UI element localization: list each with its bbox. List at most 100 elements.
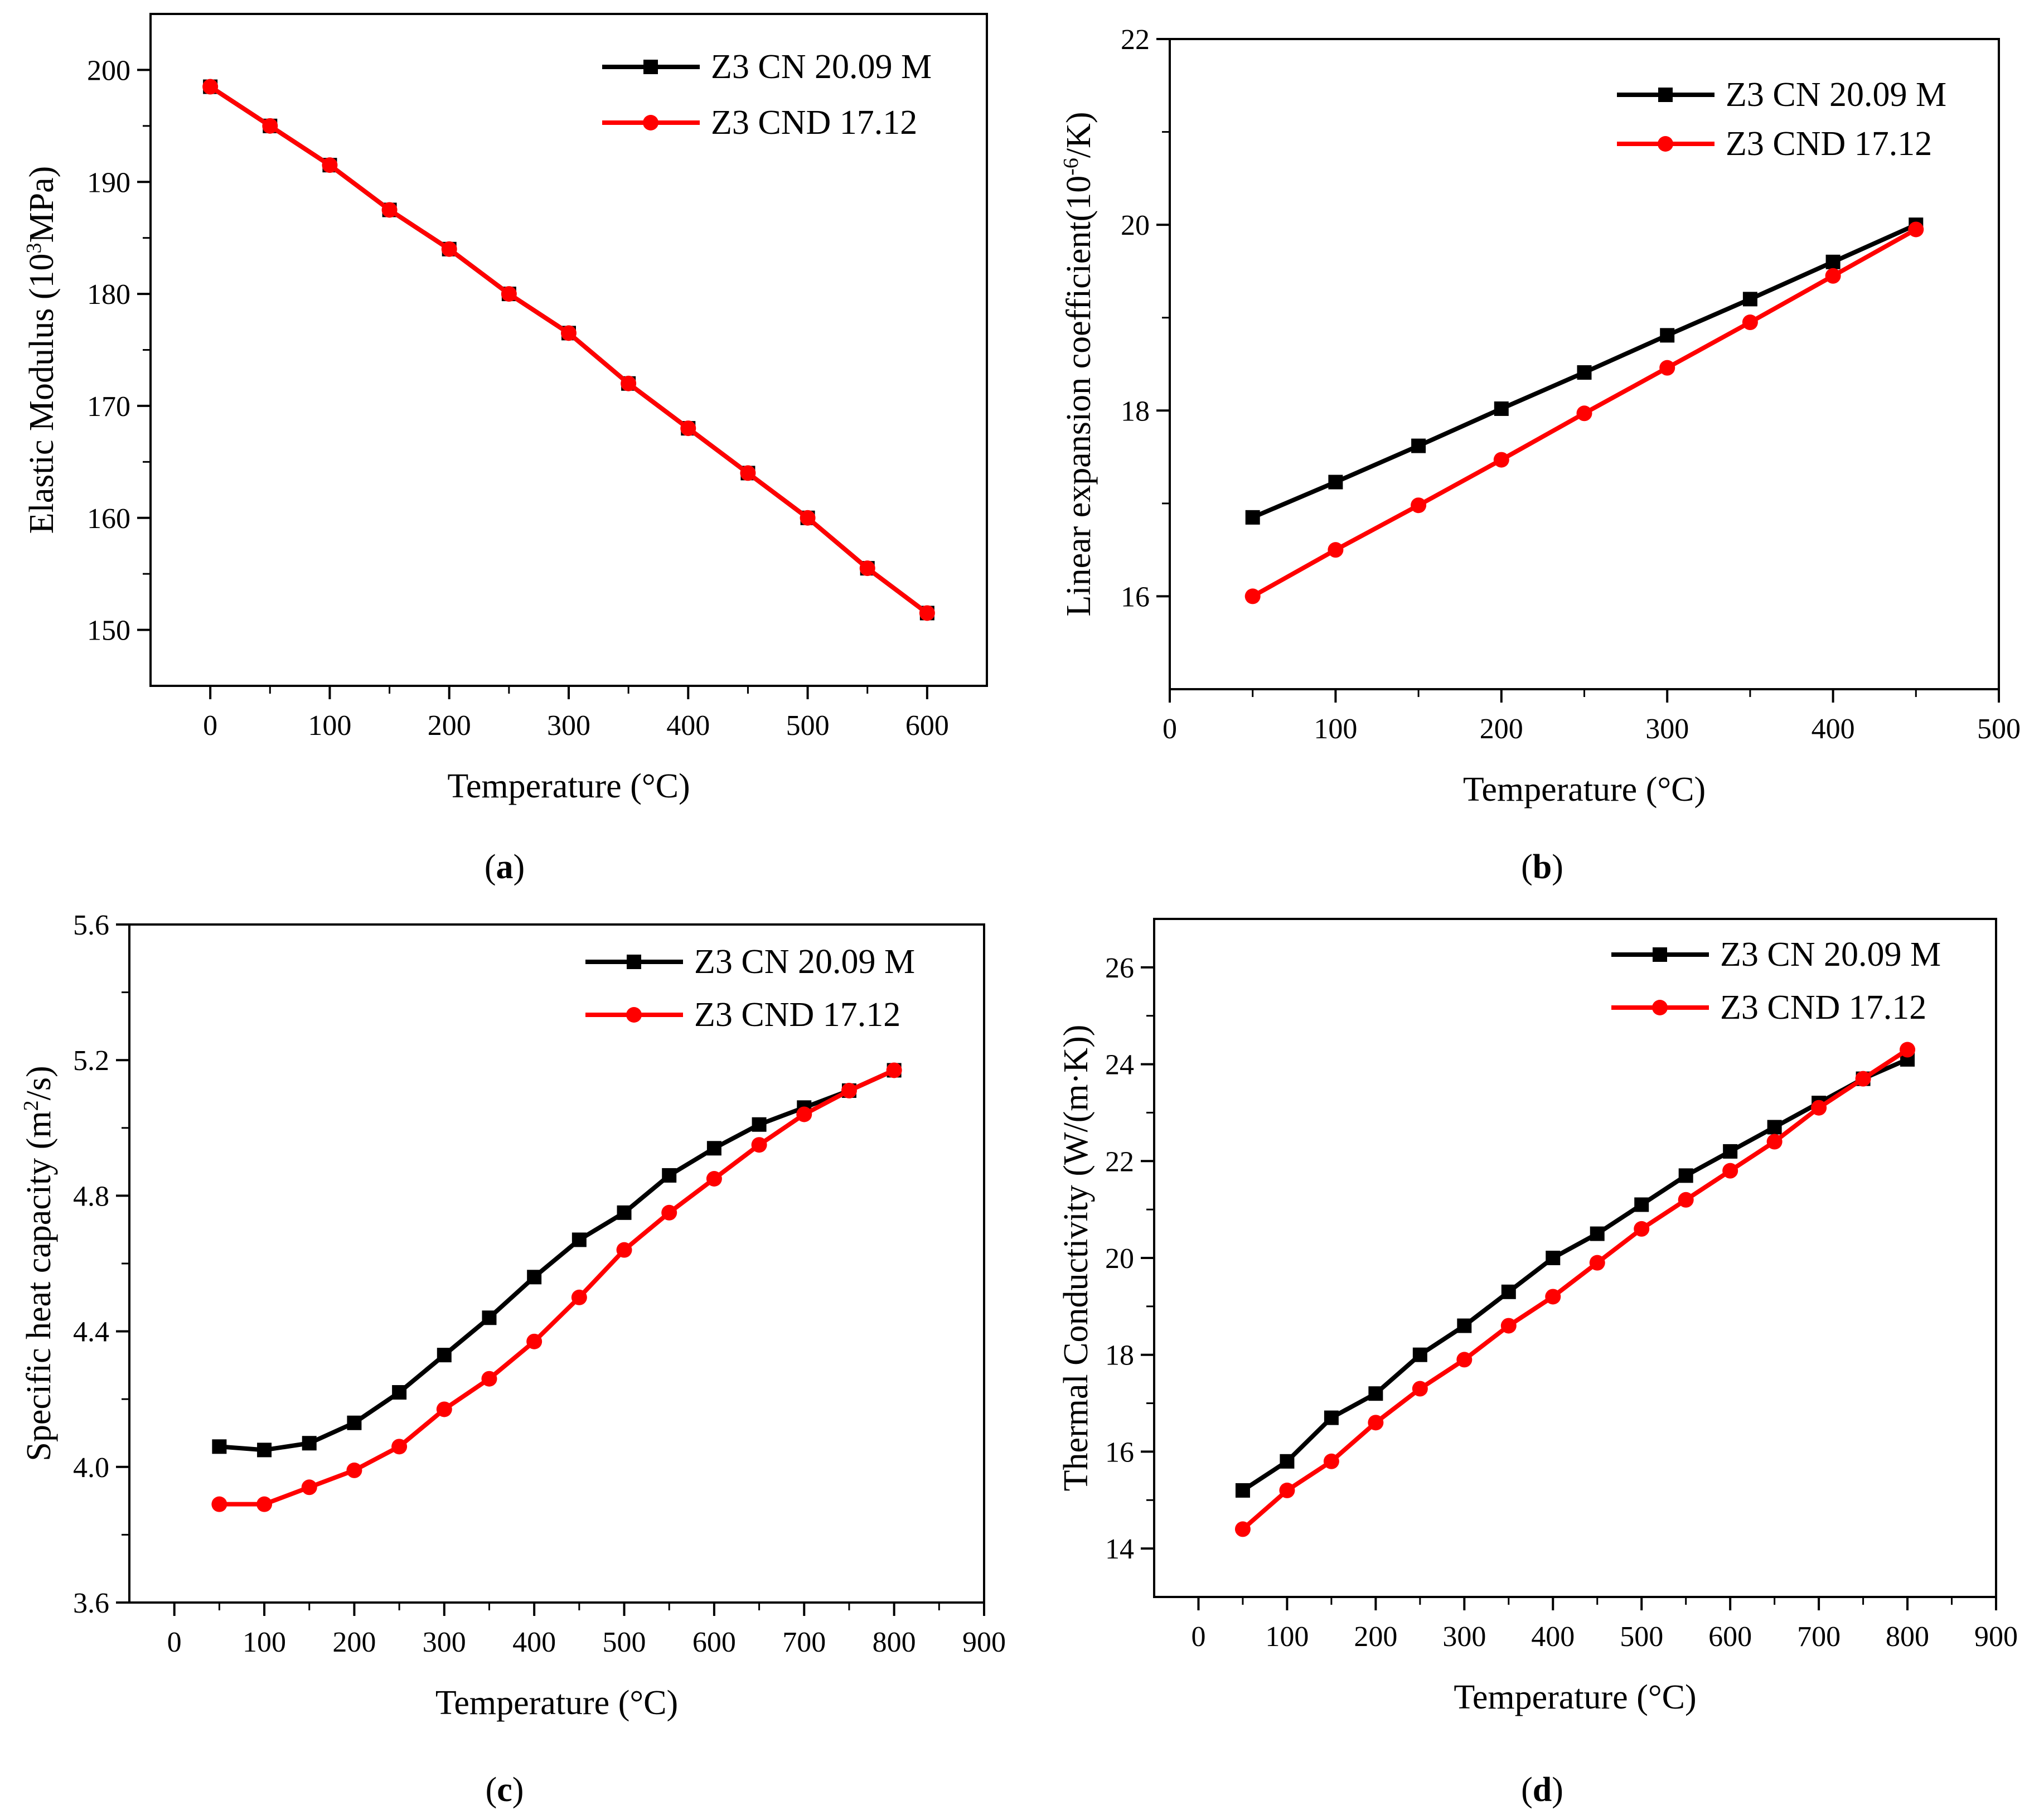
data-point-circle — [1368, 1415, 1384, 1431]
data-point-square — [1501, 1284, 1516, 1299]
legend-label: Z3 CN 20.09 M — [694, 943, 915, 981]
data-point-circle — [1411, 497, 1427, 514]
x-tick-label: 100 — [308, 710, 351, 742]
caption-open-paren: ( — [486, 1771, 497, 1809]
y-tick-label: 4.0 — [73, 1452, 109, 1484]
data-point-circle — [919, 605, 935, 621]
x-tick-label: 200 — [332, 1627, 376, 1658]
y-axis-label: Thermal Conductivity (W/(m·K)) — [1057, 1025, 1095, 1492]
y-tick-label: 26 — [1105, 952, 1134, 984]
data-point-circle — [571, 1289, 587, 1305]
data-point-square — [1577, 365, 1592, 380]
caption-letter: b — [1533, 848, 1552, 886]
data-point-circle — [1659, 360, 1675, 376]
x-tick-label: 500 — [1620, 1621, 1663, 1653]
legend-marker-circle — [626, 1007, 642, 1023]
x-tick-label: 600 — [692, 1627, 736, 1658]
legend-marker-circle — [1652, 1000, 1668, 1015]
data-point-circle — [1244, 588, 1261, 604]
y-axis-label: Elastic Modulus (103MPa) — [22, 166, 61, 534]
x-tick-label: 400 — [666, 710, 710, 742]
data-point-circle — [740, 465, 756, 481]
data-point-square — [482, 1310, 497, 1325]
data-point-circle — [561, 325, 577, 341]
x-tick-label: 0 — [1163, 713, 1177, 745]
y-tick-label: 14 — [1105, 1533, 1134, 1565]
x-tick-label: 400 — [1812, 713, 1855, 745]
x-tick-label: 100 — [1265, 1621, 1309, 1653]
x-tick-label: 500 — [603, 1627, 646, 1658]
data-point-circle — [1456, 1352, 1473, 1368]
data-point-square — [1412, 1347, 1427, 1362]
caption-open-paren: ( — [1521, 848, 1533, 886]
data-point-circle — [1722, 1163, 1738, 1179]
y-axis-label: Specific heat capacity (m2/s) — [20, 1066, 58, 1461]
x-axis-label: Temperature (°C) — [1463, 771, 1706, 809]
data-point-circle — [346, 1462, 362, 1478]
x-tick-label: 200 — [1354, 1621, 1397, 1653]
data-point-circle — [1328, 542, 1344, 558]
data-point-square — [437, 1348, 452, 1363]
x-axis-label: Temperature (°C) — [1454, 1678, 1696, 1716]
x-tick-label: 300 — [547, 710, 590, 742]
data-point-circle — [859, 560, 875, 577]
x-tick-label: 200 — [428, 710, 471, 742]
x-tick-label: 800 — [1886, 1621, 1929, 1653]
data-point-circle — [1589, 1255, 1605, 1271]
data-point-circle — [501, 286, 517, 302]
data-point-square — [1457, 1318, 1472, 1333]
y-tick-label: 5.2 — [73, 1045, 109, 1077]
data-point-circle — [1908, 221, 1924, 238]
data-point-circle — [1545, 1289, 1561, 1305]
y-axis-label-part: Specific heat capacity (m — [20, 1111, 58, 1461]
data-point-circle — [322, 157, 338, 173]
data-point-square — [617, 1205, 632, 1220]
x-tick-label: 700 — [1797, 1621, 1841, 1653]
x-tick-label: 0 — [167, 1627, 182, 1658]
data-point-circle — [391, 1439, 408, 1455]
y-axis-label-superscript: 2 — [20, 1100, 43, 1111]
data-point-circle — [301, 1479, 317, 1495]
data-point-circle — [526, 1333, 543, 1349]
x-tick-label: 400 — [512, 1627, 556, 1658]
x-tick-label: 400 — [1531, 1621, 1575, 1653]
data-point-square — [1825, 254, 1841, 269]
data-point-square — [1368, 1386, 1383, 1401]
chart-panel-d: 0 100 200 300 400 500 600 700 800 900 14 16 18 20 22 24… — [1057, 918, 2018, 1809]
panel-caption: (d) — [1521, 1771, 1563, 1809]
y-tick-label: 200 — [87, 55, 130, 86]
caption-close-paren: ) — [512, 1771, 524, 1809]
data-point-circle — [680, 420, 696, 437]
data-point-circle — [661, 1204, 677, 1221]
legend-label: Z3 CND 17.12 — [1726, 125, 1932, 163]
data-point-square — [257, 1443, 272, 1458]
chart-panel-b: 0 100 200 300 400 500 16 18 20 22 Temperature (°C)… — [1059, 24, 2021, 886]
data-point-square — [1590, 1226, 1605, 1241]
legend-marker-circle — [1658, 136, 1673, 152]
panel-caption: (a) — [485, 848, 525, 886]
data-point-circle — [706, 1171, 722, 1187]
data-point-circle — [1234, 1521, 1251, 1537]
y-axis-label-part: Thermal Conductivity (W/(m·K)) — [1057, 1025, 1095, 1492]
chart-panel-c: 0 100 200 300 400 500 600 700 800 900 3.6 4.0 4.4 4.8… — [20, 909, 1006, 1809]
data-point-square — [347, 1415, 362, 1430]
y-tick-label: 5.6 — [73, 909, 109, 941]
x-tick-label: 800 — [873, 1627, 916, 1658]
caption-close-paren: ) — [514, 848, 525, 886]
data-point-square — [1678, 1168, 1693, 1183]
data-point-circle — [886, 1062, 902, 1078]
data-point-circle — [1742, 314, 1758, 331]
data-point-circle — [256, 1496, 273, 1512]
y-tick-label: 4.4 — [73, 1316, 109, 1348]
data-point-circle — [1855, 1071, 1871, 1087]
x-tick-label: 0 — [1191, 1621, 1205, 1653]
x-axis-label: Temperature (°C) — [447, 767, 690, 805]
y-tick-label: 180 — [87, 279, 130, 311]
data-point-square — [1767, 1120, 1782, 1135]
data-point-square — [1742, 292, 1757, 307]
data-point-circle — [616, 1242, 632, 1258]
data-point-square — [1494, 401, 1509, 416]
legend-label: Z3 CND 17.12 — [1720, 989, 1926, 1027]
data-point-circle — [481, 1371, 497, 1387]
